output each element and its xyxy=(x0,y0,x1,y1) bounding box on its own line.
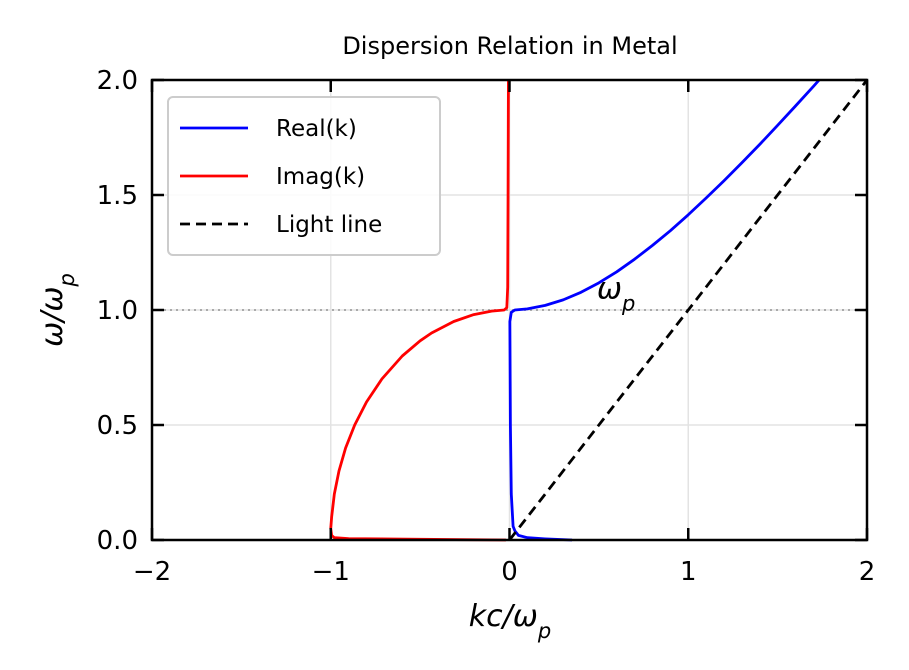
x-tick-labels: −2 −1 0 1 2 xyxy=(133,557,875,587)
x-axis-label: kc/ωp xyxy=(469,599,551,643)
x-tick-label-0: −2 xyxy=(133,557,171,587)
legend-label-1: Imag(k) xyxy=(276,164,365,190)
x-tick-label-1: −1 xyxy=(312,557,350,587)
chart-title: Dispersion Relation in Metal xyxy=(342,32,677,60)
series-line-2 xyxy=(508,79,869,541)
y-tick-label-1: 0.5 xyxy=(97,411,138,441)
x-tick-label-4: 2 xyxy=(859,557,876,587)
ticks xyxy=(150,78,869,542)
y-axis-label: ω/ωp xyxy=(35,273,79,347)
y-tick-labels: 0.0 0.5 1.0 1.5 2.0 xyxy=(97,66,138,556)
legend-label-0: Real(k) xyxy=(276,116,357,142)
y-tick-label-3: 1.5 xyxy=(97,181,138,211)
y-tick-label-4: 2.0 xyxy=(97,66,138,96)
y-tick-label-0: 0.0 xyxy=(97,526,138,556)
plasma-frequency-annotation: ωp xyxy=(597,272,635,316)
y-tick-label-2: 1.0 xyxy=(97,296,138,326)
series-line-0 xyxy=(508,79,821,542)
series-line-1 xyxy=(329,79,510,542)
legend: Real(k) Imag(k) Light line xyxy=(167,96,441,256)
legend-box xyxy=(167,96,441,256)
series-group xyxy=(329,79,869,542)
x-tick-label-3: 1 xyxy=(680,557,697,587)
x-tick-label-2: 0 xyxy=(501,557,518,587)
legend-label-2: Light line xyxy=(276,212,382,238)
